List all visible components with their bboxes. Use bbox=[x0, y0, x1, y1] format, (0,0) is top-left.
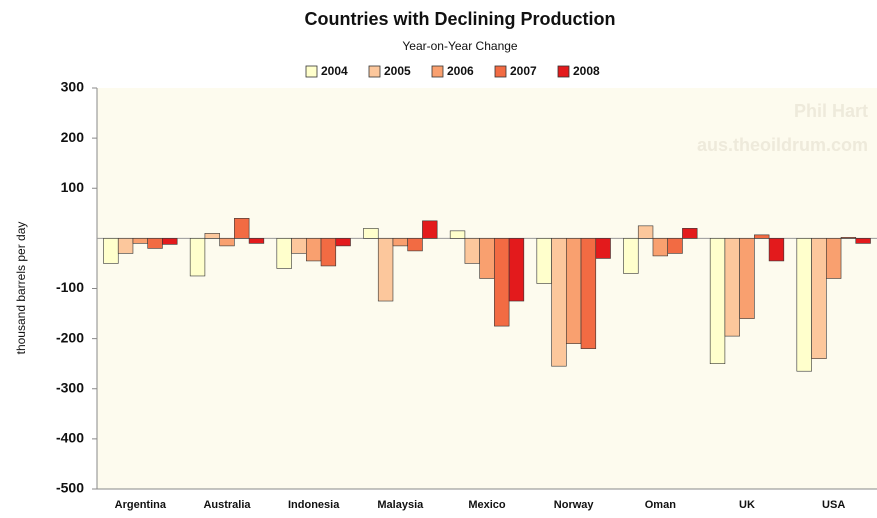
bar bbox=[449, 230, 466, 239]
x-tick-label: Oman bbox=[645, 499, 676, 511]
bar bbox=[796, 238, 812, 372]
legend-label: 2006 bbox=[447, 64, 474, 78]
chart-subtitle: Year-on-Year Change bbox=[402, 39, 518, 53]
x-tick-label: Australia bbox=[203, 499, 251, 511]
bar bbox=[291, 238, 307, 254]
legend-label: 2007 bbox=[510, 64, 537, 78]
legend-swatch bbox=[305, 65, 318, 78]
bar bbox=[276, 238, 292, 269]
bar bbox=[739, 238, 755, 319]
y-tick-label: -200 bbox=[56, 329, 84, 345]
x-tick-label: Norway bbox=[554, 499, 595, 511]
bar bbox=[551, 238, 567, 367]
bar bbox=[536, 238, 552, 284]
bar bbox=[117, 238, 134, 254]
y-tick-label: -100 bbox=[56, 279, 84, 295]
x-tick-label: USA bbox=[822, 499, 845, 511]
bar bbox=[637, 225, 654, 239]
bar bbox=[162, 238, 178, 245]
bar bbox=[840, 237, 857, 239]
bar bbox=[855, 238, 871, 244]
x-tick-label: UK bbox=[739, 499, 755, 511]
bar bbox=[494, 238, 510, 327]
bar bbox=[335, 238, 351, 247]
y-axis-label: thousand barrels per day bbox=[14, 222, 28, 355]
x-tick-label: Mexico bbox=[468, 499, 506, 511]
bar bbox=[724, 238, 740, 337]
bar bbox=[565, 238, 582, 344]
bar bbox=[508, 238, 525, 302]
legend-swatch bbox=[431, 65, 444, 78]
x-tick-label: Malaysia bbox=[377, 499, 424, 511]
bar bbox=[132, 238, 148, 244]
watermark: aus.theoildrum.com bbox=[697, 135, 868, 155]
bar bbox=[147, 238, 163, 249]
bar bbox=[825, 238, 842, 279]
bar bbox=[189, 238, 206, 277]
y-tick-label: 200 bbox=[61, 129, 85, 145]
bar bbox=[682, 228, 698, 239]
y-tick-label: -500 bbox=[56, 480, 84, 496]
x-tick-label: Indonesia bbox=[288, 499, 340, 511]
watermark: Phil Hart bbox=[794, 101, 868, 121]
bar bbox=[754, 234, 770, 239]
legend-label: 2004 bbox=[321, 64, 348, 78]
legend-swatch bbox=[557, 65, 570, 78]
bar bbox=[363, 228, 379, 239]
bar bbox=[667, 238, 683, 254]
bar bbox=[305, 238, 322, 262]
bar bbox=[407, 238, 423, 252]
bar bbox=[652, 238, 669, 257]
chart-title: Countries with Declining Production bbox=[304, 9, 615, 29]
legend-swatch bbox=[368, 65, 381, 78]
y-tick-label: 100 bbox=[61, 179, 85, 195]
bar bbox=[623, 238, 639, 274]
legend-swatch bbox=[494, 65, 507, 78]
bar bbox=[464, 238, 480, 264]
bar bbox=[811, 238, 827, 359]
bar bbox=[768, 238, 785, 262]
bar bbox=[595, 238, 611, 259]
bar bbox=[204, 233, 220, 239]
bar bbox=[580, 238, 597, 349]
bar bbox=[248, 238, 265, 244]
y-tick-label: 300 bbox=[61, 79, 85, 95]
bar bbox=[234, 218, 250, 239]
bar bbox=[320, 238, 337, 267]
bar bbox=[103, 238, 119, 264]
bar bbox=[392, 238, 409, 247]
y-tick-label: -300 bbox=[56, 379, 84, 395]
y-tick-label: -400 bbox=[56, 430, 84, 446]
x-tick-label: Argentina bbox=[115, 499, 167, 511]
bar bbox=[709, 238, 726, 364]
bar bbox=[219, 238, 235, 247]
legend-label: 2008 bbox=[573, 64, 600, 78]
legend-label: 2005 bbox=[384, 64, 411, 78]
bar bbox=[422, 220, 438, 239]
bar bbox=[377, 238, 394, 302]
bar bbox=[479, 238, 495, 279]
